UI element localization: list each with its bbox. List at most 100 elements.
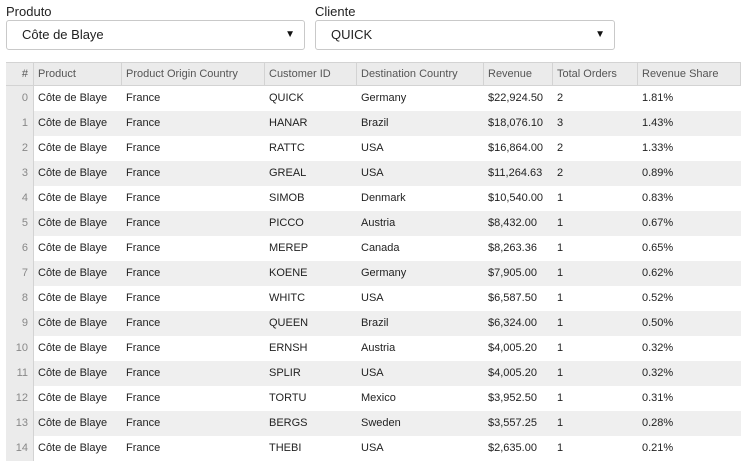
produto-label: Produto [6, 4, 52, 19]
table-cell: $8,263.36 [488, 242, 537, 254]
table-row[interactable]: 1 Côte de Blaye France HANAR Brazil $18,076.1… [6, 111, 741, 136]
table-cell: $4,005.20 [488, 367, 537, 379]
table-cell: 0.67% [642, 217, 674, 229]
column-header[interactable]: Revenue Share [638, 63, 741, 85]
table-cell: Germany [361, 92, 407, 104]
table-row[interactable]: 12 Côte de Blaye France TORTU Mexico $3,952.5… [6, 386, 741, 411]
table-row[interactable]: 2 Côte de Blaye France RATTC USA $16,864.00 2 1… [6, 136, 741, 161]
row-index: 3 [6, 161, 34, 186]
table-cell: Brazil [361, 317, 389, 329]
table-row[interactable]: 11 Côte de Blaye France SPLIR USA $4,005.20 1 0… [6, 361, 741, 386]
table-row[interactable]: 10 Côte de Blaye France ERNSH Austria $4,005.… [6, 336, 741, 361]
column-header[interactable]: Total Orders [553, 63, 638, 85]
table-cell: Austria [361, 217, 396, 229]
table-cell: 1 [557, 342, 564, 354]
row-index: 7 [6, 261, 34, 286]
table-cell: Côte de Blaye [38, 92, 108, 104]
table-cell: 1 [557, 242, 564, 254]
table-cell: $6,324.00 [488, 317, 537, 329]
table-cell: Côte de Blaye [38, 417, 108, 429]
table-cell: 1 [557, 442, 564, 454]
table-cell: 1 [557, 217, 564, 229]
table-cell: RATTC [269, 142, 305, 154]
cliente-select-value: QUICK [331, 27, 373, 42]
table-cell: France [126, 217, 161, 229]
table-cell: $16,864.00 [488, 142, 544, 154]
table-cell: Côte de Blaye [38, 392, 108, 404]
column-header[interactable]: Destination Country [357, 63, 484, 85]
table-cell: 0.65% [642, 242, 674, 254]
table-row[interactable]: 8 Côte de Blaye France WHITC USA $6,587.50 1 0.… [6, 286, 741, 311]
table-cell: France [126, 192, 161, 204]
produto-select-value: Côte de Blaye [22, 27, 104, 42]
column-header[interactable]: Customer ID [265, 63, 357, 85]
chevron-down-icon[interactable]: ▼ [595, 29, 605, 40]
table-row[interactable]: 13 Côte de Blaye France BERGS Sweden $3,557.2… [6, 411, 741, 436]
row-index: 11 [6, 361, 34, 386]
table-cell: $4,005.20 [488, 342, 537, 354]
table-cell: Côte de Blaye [38, 142, 108, 154]
row-index: 9 [6, 311, 34, 336]
row-index: 4 [6, 186, 34, 211]
chevron-down-icon[interactable]: ▼ [285, 29, 295, 40]
table-row[interactable]: 0 Côte de Blaye France QUICK Germany $22,924.… [6, 86, 741, 111]
table-cell: HANAR [269, 117, 308, 129]
table-row[interactable]: 14 Côte de Blaye France THEBI USA $2,635.00 1 0… [6, 436, 741, 461]
table-row[interactable]: 9 Côte de Blaye France QUEEN Brazil $6,324.00… [6, 311, 741, 336]
table-cell: $8,432.00 [488, 217, 537, 229]
table-cell: France [126, 167, 161, 179]
table-cell: France [126, 117, 161, 129]
table-cell: France [126, 142, 161, 154]
table-cell: Côte de Blaye [38, 292, 108, 304]
table-cell: $3,952.50 [488, 392, 537, 404]
table-cell: 2 [557, 167, 564, 179]
table-cell: $7,905.00 [488, 267, 537, 279]
table-cell: 2 [557, 92, 564, 104]
table-cell: 1 [557, 392, 564, 404]
table-cell: Côte de Blaye [38, 217, 108, 229]
row-index: 6 [6, 236, 34, 261]
cliente-select[interactable]: QUICK ▼ [315, 20, 615, 50]
table-cell: $18,076.10 [488, 117, 544, 129]
table-cell: $11,264.63 [488, 167, 543, 179]
table-cell: 1 [557, 192, 564, 204]
produto-select[interactable]: Côte de Blaye ▼ [6, 20, 305, 50]
column-header[interactable]: Product Origin Country [122, 63, 265, 85]
table-cell: USA [361, 442, 384, 454]
table-row[interactable]: 3 Côte de Blaye France GREAL USA $11,264.63 2 0… [6, 161, 741, 186]
table-cell: France [126, 392, 161, 404]
table-cell: 0.52% [642, 292, 674, 304]
column-header[interactable]: # [6, 63, 34, 85]
table-cell: 1.81% [642, 92, 674, 104]
table-row[interactable]: 4 Côte de Blaye France SIMOB Denmark $10,540.… [6, 186, 741, 211]
table-cell: Côte de Blaye [38, 242, 108, 254]
table-cell: GREAL [269, 167, 307, 179]
table-cell: 1 [557, 292, 564, 304]
table-cell: $22,924.50 [488, 92, 544, 104]
table-cell: France [126, 317, 161, 329]
table-cell: Canada [361, 242, 400, 254]
row-index: 8 [6, 286, 34, 311]
table-cell: $2,635.00 [488, 442, 537, 454]
table-cell: 1 [557, 317, 564, 329]
table-cell: Côte de Blaye [38, 317, 108, 329]
table-cell: France [126, 367, 161, 379]
table-cell: Côte de Blaye [38, 192, 108, 204]
table-cell: SPLIR [269, 367, 301, 379]
table-cell: Côte de Blaye [38, 117, 108, 129]
table-cell: 1.43% [642, 117, 674, 129]
table-cell: TORTU [269, 392, 307, 404]
table-cell: 0.32% [642, 367, 674, 379]
table-cell: WHITC [269, 292, 306, 304]
table-cell: $3,557.25 [488, 417, 537, 429]
column-header[interactable]: Revenue [484, 63, 553, 85]
table-cell: USA [361, 142, 384, 154]
row-index: 14 [6, 436, 34, 461]
row-index: 1 [6, 111, 34, 136]
table-cell: Denmark [361, 192, 406, 204]
column-header[interactable]: Product [34, 63, 122, 85]
table-row[interactable]: 5 Côte de Blaye France PICCO Austria $8,432.0… [6, 211, 741, 236]
table-cell: 0.62% [642, 267, 674, 279]
table-row[interactable]: 7 Côte de Blaye France KOENE Germany $7,905.0… [6, 261, 741, 286]
table-row[interactable]: 6 Côte de Blaye France MEREP Canada $8,263.36… [6, 236, 741, 261]
